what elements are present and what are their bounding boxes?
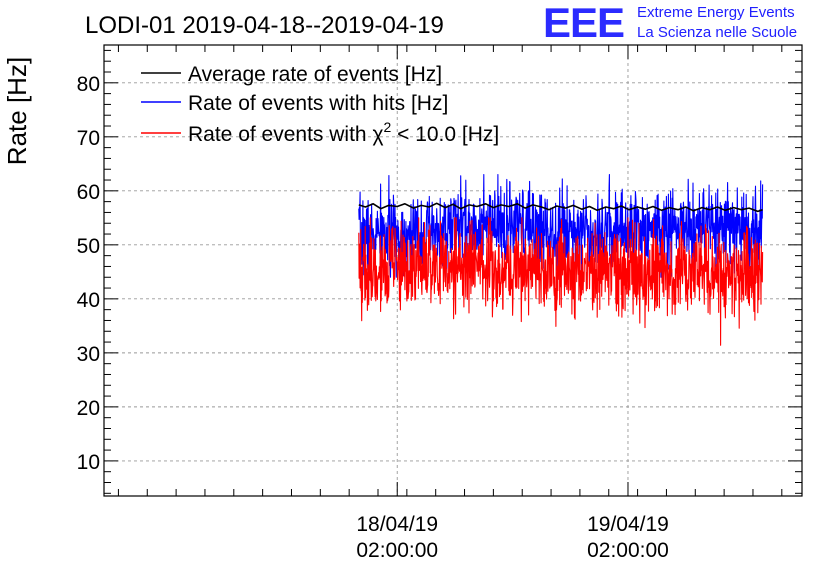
y-axis-label: Rate [Hz] — [2, 57, 32, 165]
y-tick-label: 30 — [77, 343, 100, 366]
y-tick-label: 80 — [77, 73, 100, 96]
series-line-average — [358, 202, 763, 213]
plot-frame — [103, 44, 803, 497]
x-tick-label-date: 18/04/19 — [356, 513, 438, 536]
legend-label-chi2: Rate of events with χ2 < 10.0 [Hz] — [188, 119, 499, 146]
y-tick-label: 60 — [77, 181, 100, 204]
legend-label-hits: Rate of events with hits [Hz] — [188, 92, 448, 115]
y-tick-label: 20 — [77, 397, 100, 420]
legend-chi2-symbol: χ — [372, 123, 383, 146]
chart-title: LODI-01 2019-04-18--2019-04-19 — [85, 12, 444, 39]
y-tick-labels: 10 20 30 40 50 60 70 80 — [77, 73, 100, 474]
y-tick-label: 50 — [77, 235, 100, 258]
logo-tagline-1: Extreme Energy Events — [637, 4, 795, 21]
y-tick-label: 40 — [77, 289, 100, 312]
y-tick-label: 70 — [77, 127, 100, 150]
x-tick-label-time: 02:00:00 — [587, 539, 669, 562]
axis-ticks — [104, 45, 802, 496]
legend-chi2-suffix: < 10.0 [Hz] — [391, 123, 499, 146]
eee-logo: EEE — [543, 0, 625, 46]
series-line-chi2 — [358, 217, 764, 346]
legend-chi2-prefix: Rate of events with — [188, 123, 372, 146]
y-tick-label: 10 — [77, 451, 100, 474]
logo-tagline-2: La Scienza nelle Scuole — [637, 24, 798, 41]
series-group — [358, 174, 764, 346]
legend: Average rate of events [Hz] Rate of even… — [141, 63, 499, 146]
x-tick-labels: 18/04/19 02:00:00 19/04/19 02:00:00 — [356, 513, 668, 562]
x-tick-label-date: 19/04/19 — [587, 513, 669, 536]
legend-chi2-exponent: 2 — [383, 119, 391, 135]
x-tick-label-time: 02:00:00 — [356, 539, 438, 562]
legend-label-average: Average rate of events [Hz] — [188, 63, 442, 86]
